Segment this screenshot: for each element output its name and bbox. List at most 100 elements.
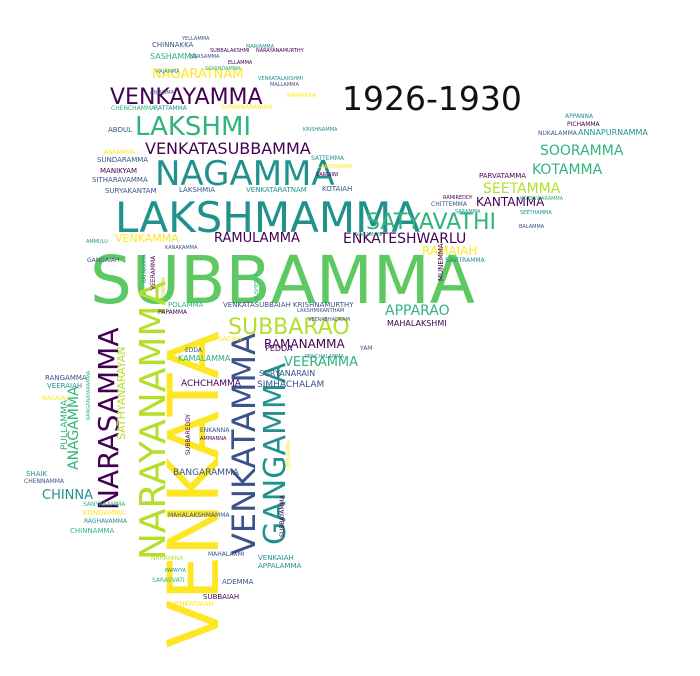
cloud-word: MALLAMMA bbox=[270, 82, 299, 88]
cloud-word: SEETAMMA bbox=[483, 181, 561, 197]
cloud-word: BANGARAMMA bbox=[173, 468, 240, 478]
cloud-word: KANAKAMMA bbox=[165, 245, 198, 251]
cloud-word: VEERABHADRAM bbox=[308, 317, 350, 323]
cloud-word: POLAMMA bbox=[168, 301, 204, 309]
cloud-word: SARAMMA bbox=[455, 209, 481, 215]
cloud-word: KOTESWARAMMA bbox=[520, 196, 564, 202]
cloud-word: MANIKYAM bbox=[100, 167, 137, 175]
cloud-word: NARAYANAMURTHY bbox=[256, 48, 305, 54]
cloud-word: YAM bbox=[359, 345, 372, 352]
cloud-word: ABDUL bbox=[108, 126, 132, 134]
cloud-word: CHENNAMMA bbox=[24, 478, 65, 485]
cloud-word: RAJAMMA bbox=[156, 69, 180, 75]
cloud-word: SHAIK bbox=[26, 470, 48, 478]
cloud-word: EDDA bbox=[185, 347, 203, 354]
cloud-word: NAGARATNAM bbox=[152, 67, 244, 82]
cloud-word: SEETHAMMA bbox=[520, 210, 552, 216]
cloud-word: LAKSHMIKANTHAM bbox=[297, 308, 344, 314]
cloud-word: SURYANARAYANA bbox=[221, 104, 273, 111]
cloud-word: PARVATAMMA bbox=[479, 172, 526, 180]
cloud-word: VENKAMMA bbox=[115, 232, 179, 245]
cloud-word: PULLAMMA bbox=[60, 399, 70, 450]
cloud-word: MAHALAKSHMI bbox=[387, 319, 447, 328]
cloud-word: VEERAMMA bbox=[284, 355, 358, 370]
cloud-word: OBULAMMA bbox=[286, 440, 292, 470]
cloud-word: KONDAMMA bbox=[83, 509, 125, 517]
cloud-word: RATNAMMA bbox=[142, 254, 148, 283]
cloud-word: KANTAMMA bbox=[476, 195, 545, 209]
cloud-word: VENKATA bbox=[153, 331, 235, 648]
cloud-word: SANYASAMMA bbox=[83, 501, 126, 508]
cloud-word: ANNAPURNAMMA bbox=[578, 128, 648, 137]
cloud-word: RANGAMMA bbox=[45, 374, 87, 382]
cloud-word: MARIAMMA bbox=[246, 44, 275, 50]
cloud-word: VENKAIAH bbox=[258, 554, 294, 562]
cloud-word: VENKATASUBBAIAH KRISHNAMURTHY bbox=[223, 301, 354, 309]
cloud-word: RAMANAMMA bbox=[264, 337, 346, 351]
cloud-word: RAMAKKA bbox=[287, 92, 317, 99]
cloud-word: CHITTEMMA bbox=[431, 201, 468, 208]
cloud-word: KOTAIAH bbox=[322, 185, 352, 193]
cloud-word: CHINNA bbox=[42, 488, 93, 503]
cloud-word: NARAYANAMMA bbox=[133, 281, 174, 560]
cloud-word: ADEMMA bbox=[222, 578, 254, 586]
cloud-word: SUSHEELA bbox=[254, 273, 260, 300]
cloud-word: RATTAMMA bbox=[154, 105, 188, 112]
cloud-word: RAMIREDDY bbox=[443, 195, 474, 201]
cloud-word: KRISHNAMMA bbox=[303, 127, 338, 133]
cloud-word: VEERAIAH bbox=[47, 382, 82, 390]
cloud-word: MAHALAXMI bbox=[208, 551, 245, 558]
cloud-word: CHINNAKKA bbox=[152, 41, 194, 49]
cloud-word: SUBBAREDDY bbox=[185, 414, 192, 455]
cloud-word: GANGAMMA bbox=[258, 362, 293, 545]
cloud-word: SIMHACHALAM bbox=[257, 380, 324, 390]
cloud-word: MUNEMMA bbox=[437, 243, 445, 281]
cloud-word: SASHAMMA bbox=[150, 52, 197, 61]
cloud-word: APPANNA bbox=[565, 113, 594, 120]
cloud-word: SATTEMMA bbox=[311, 155, 345, 162]
cloud-word: VENKATARATNAM bbox=[246, 186, 307, 194]
cloud-word: PENCHALAMMA bbox=[305, 354, 345, 360]
cloud-word: LAKSHMAMMA bbox=[115, 193, 420, 242]
cloud-word: SUBBALAKSHMI bbox=[210, 48, 249, 54]
cloud-word: GOVINDAMMA bbox=[205, 66, 241, 72]
cloud-word: ENKATESHWARLU bbox=[343, 231, 466, 247]
cloud-word: VENKATAMMA bbox=[225, 333, 263, 555]
cloud-word: SAVITRAMMA bbox=[445, 257, 486, 264]
cloud-word: ANKAMMA bbox=[104, 149, 136, 156]
cloud-word: SOORAMMA bbox=[540, 143, 624, 159]
cloud-word: KOTAMMA bbox=[532, 162, 603, 178]
cloud-word: SATHYANARAYAN bbox=[115, 347, 128, 440]
cloud-word: SUBBAMMA bbox=[90, 242, 475, 319]
cloud-word: ACHCHAMMA bbox=[181, 379, 242, 389]
cloud-word: APPARAO bbox=[385, 303, 450, 319]
cloud-word: RANGANAYAKAMMA bbox=[86, 370, 92, 420]
cloud-word: MAHALAKSHMAMMA bbox=[168, 512, 230, 519]
cloud-word: RAMULAMMA bbox=[214, 231, 300, 246]
cloud-word: AMMANNA bbox=[200, 436, 227, 442]
cloud-word: VENKATAIAH bbox=[170, 600, 214, 608]
cloud-word: SAROJINI bbox=[316, 172, 338, 178]
cloud-word: VENKAYAMMA bbox=[110, 85, 263, 110]
cloud-word: SITHARAVAMMA bbox=[92, 176, 148, 184]
cloud-word: GANGAIAH bbox=[87, 257, 119, 264]
cloud-word: CHINNAMMA bbox=[70, 527, 115, 535]
cloud-word: RAGHAVAMMA bbox=[84, 518, 128, 525]
cloud-word: BALAMMA bbox=[519, 224, 545, 230]
cloud-word: VENKATALAKSHMI bbox=[258, 76, 303, 82]
cloud-word: SATYAVATHI bbox=[366, 210, 496, 235]
cloud-word: ELLAMMA bbox=[228, 60, 253, 66]
cloud-word: ANJAMMA bbox=[150, 90, 175, 96]
cloud-word: VEERAMMA bbox=[150, 255, 157, 290]
cloud-word: SURYAKANTAM bbox=[105, 187, 157, 195]
cloud-word: ANAGAMMA bbox=[66, 386, 82, 470]
cloud-word: NAGAIAH bbox=[42, 395, 70, 402]
cloud-word: YELLAMMA bbox=[181, 36, 210, 42]
cloud-word: RAMAIAH bbox=[422, 244, 477, 258]
cloud-word: KAMALAMMA bbox=[178, 354, 231, 363]
cloud-word: PEDDA bbox=[265, 344, 293, 353]
cloud-word: SUNDARAMMA bbox=[97, 156, 148, 164]
cloud-word: SURYANARAIN bbox=[259, 369, 315, 378]
